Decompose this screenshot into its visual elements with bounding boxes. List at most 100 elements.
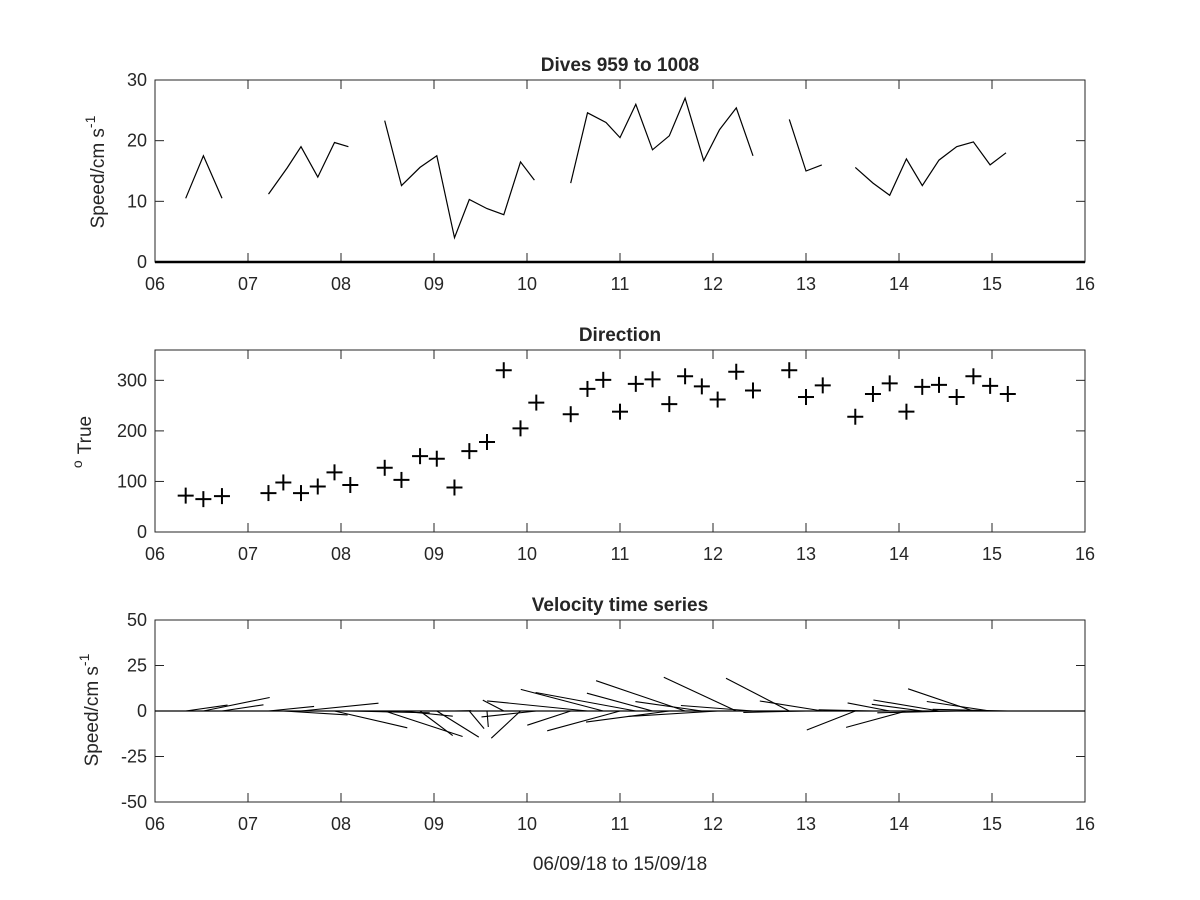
velocity-stick xyxy=(759,700,823,712)
velocity-stick xyxy=(486,710,489,728)
speed-ytick-label: 20 xyxy=(127,131,147,151)
direction-panel-ylabel-text: True xyxy=(75,416,96,454)
speed-plot-frame xyxy=(154,79,1086,263)
velocity-stick xyxy=(595,680,686,712)
speed-xtick-label: 07 xyxy=(238,274,258,294)
direction-xtick-label: 07 xyxy=(238,544,258,564)
velocity-xtick-label: 12 xyxy=(703,814,723,834)
velocity-xtick-label: 14 xyxy=(889,814,909,834)
direction-point xyxy=(644,371,661,388)
speed-panel-ylabel: Speed/cm s-1 xyxy=(82,115,109,228)
direction-point xyxy=(728,363,745,380)
velocity-stick xyxy=(743,710,807,713)
direction-xtick-label: 11 xyxy=(611,544,630,564)
direction-point xyxy=(948,389,965,406)
velocity-stick xyxy=(806,710,856,731)
direction-point xyxy=(982,377,999,394)
velocity-stick xyxy=(283,710,348,716)
speed-panel-title: Dives 959 to 1008 xyxy=(541,55,699,76)
direction-point xyxy=(744,382,761,399)
velocity-ytick-label: -25 xyxy=(121,747,147,767)
direction-xtick-label: 08 xyxy=(331,544,351,564)
velocity-stick xyxy=(520,688,604,712)
velocity-stick xyxy=(487,700,588,712)
direction-point xyxy=(326,464,343,481)
direction-point xyxy=(275,474,292,491)
direction-point xyxy=(213,488,230,505)
velocity-stick xyxy=(818,709,874,712)
speed-xtick-label: 16 xyxy=(1075,274,1095,294)
velocity-xtick-label: 08 xyxy=(331,814,351,834)
velocity-stick xyxy=(527,710,571,726)
velocity-panel: Velocity time series 06 07 08 09 10 11 12 13 14 1… xyxy=(76,595,1095,875)
direction-point xyxy=(881,375,898,392)
speed-series-line xyxy=(384,120,535,240)
velocity-panel-axes: 06 07 08 09 10 11 12 13 14 15 16 -50 -25 0 25 50 xyxy=(121,610,1095,834)
speed-xtick-label: 06 xyxy=(145,274,165,294)
direction-point xyxy=(781,362,798,379)
velocity-xtick-label: 06 xyxy=(145,814,165,834)
direction-xtick-label: 06 xyxy=(145,544,165,564)
direction-point xyxy=(260,485,277,502)
direction-xtick-label: 10 xyxy=(517,544,537,564)
direction-point xyxy=(999,385,1016,402)
direction-panel-axes: 06 07 08 09 10 11 12 13 14 15 16 0 100 200 300 xyxy=(117,349,1095,564)
speed-ytick-label: 10 xyxy=(127,191,147,211)
velocity-panel-title: Velocity time series xyxy=(532,595,708,616)
direction-point xyxy=(898,403,915,420)
direction-point xyxy=(562,406,579,423)
velocity-stick xyxy=(436,710,480,738)
speed-panel-ylabel-superscript: -1 xyxy=(82,115,98,128)
velocity-ytick-label: 0 xyxy=(137,701,147,721)
direction-point xyxy=(376,459,393,476)
direction-xtick-label: 09 xyxy=(424,544,444,564)
velocity-stick xyxy=(419,710,454,737)
direction-ytick-label: 200 xyxy=(117,421,147,441)
velocity-ytick-label: 50 xyxy=(127,610,147,630)
velocity-stick xyxy=(334,710,408,729)
velocity-ytick-label: 25 xyxy=(127,656,147,676)
direction-point xyxy=(579,380,596,397)
direction-ytick-label: 0 xyxy=(137,522,147,542)
velocity-stick xyxy=(663,676,737,712)
direction-panel: Direction 06 07 08 09 10 11 12 13 14 15 16 0 100 200 3… xyxy=(69,325,1095,564)
direction-point xyxy=(612,403,628,420)
direction-point xyxy=(693,378,710,395)
direction-point xyxy=(661,396,678,413)
direction-panel-ylabel: o True xyxy=(69,416,96,468)
direction-point xyxy=(798,389,814,406)
velocity-stick xyxy=(845,710,907,728)
direction-point xyxy=(461,443,478,460)
direction-point xyxy=(709,391,726,408)
velocity-stick xyxy=(300,702,379,712)
direction-point xyxy=(479,434,496,451)
velocity-panel-ylabel-text: Speed/cm s xyxy=(82,666,103,766)
velocity-xtick-label: 16 xyxy=(1075,814,1095,834)
velocity-panel-ylabel: Speed/cm s-1 xyxy=(76,653,103,766)
direction-point xyxy=(195,491,212,508)
velocity-stick xyxy=(932,708,1008,712)
speed-series-line xyxy=(570,96,754,184)
velocity-stick xyxy=(635,701,702,712)
direction-point xyxy=(495,362,512,379)
speed-ytick-label: 0 xyxy=(137,252,147,272)
velocity-xtick-label: 07 xyxy=(238,814,258,834)
direction-point xyxy=(446,479,463,496)
direction-point xyxy=(965,368,982,385)
speed-panel: Dives 959 to 1008 06 07 08 09 10 11 12 13 14 15 16… xyxy=(82,55,1095,294)
velocity-stick xyxy=(490,710,521,739)
direction-point xyxy=(177,487,194,504)
velocity-xtick-label: 10 xyxy=(517,814,537,834)
velocity-stick xyxy=(586,692,653,712)
speed-xtick-label: 12 xyxy=(703,274,723,294)
direction-point xyxy=(914,378,931,395)
direction-point xyxy=(412,448,429,465)
velocity-stick xyxy=(627,710,718,718)
direction-point xyxy=(677,368,694,385)
direction-point xyxy=(293,485,310,502)
direction-plot-frame xyxy=(154,349,1086,533)
direction-point xyxy=(512,420,529,437)
velocity-stick xyxy=(877,710,957,714)
direction-xtick-label: 14 xyxy=(889,544,909,564)
